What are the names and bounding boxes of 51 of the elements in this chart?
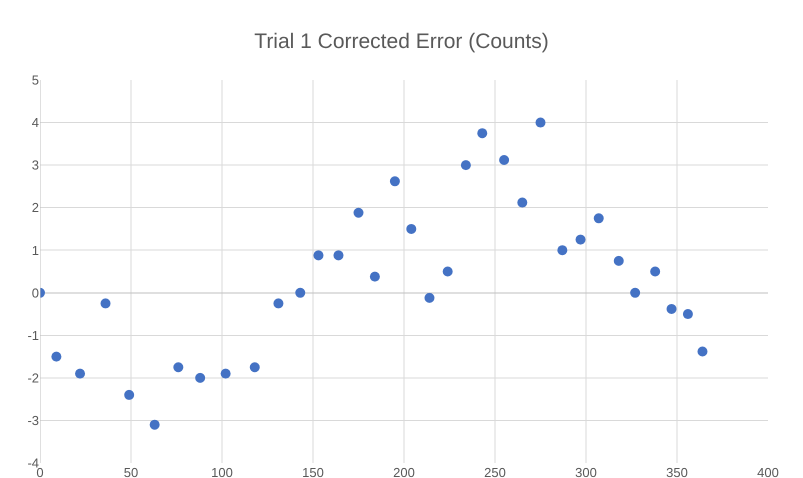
point: [536, 118, 546, 128]
y-tick-label: 5: [32, 72, 39, 88]
point: [390, 176, 400, 186]
point: [557, 245, 568, 256]
point: [370, 272, 380, 282]
point: [273, 298, 284, 308]
point: [630, 288, 640, 298]
point: [100, 298, 111, 308]
point: [442, 266, 453, 276]
point: [460, 160, 471, 170]
point: [666, 304, 677, 314]
point: [250, 362, 260, 372]
point: [614, 256, 624, 266]
y-tick-label: 0: [32, 285, 39, 300]
point: [354, 208, 364, 218]
point: [195, 372, 206, 383]
point: [682, 309, 693, 320]
point: [477, 128, 488, 138]
y-tick-label: -1: [27, 328, 39, 343]
point: [333, 250, 344, 260]
point: [697, 346, 708, 356]
point: [406, 224, 416, 234]
x-tick-label: 50: [124, 465, 138, 478]
x-tick-label: 300: [575, 465, 597, 478]
point: [173, 362, 184, 372]
point: [313, 250, 324, 260]
point: [650, 266, 660, 276]
point: [51, 352, 62, 362]
x-tick-label: 150: [302, 465, 324, 478]
point: [75, 368, 86, 379]
y-tick-label: 4: [32, 115, 39, 130]
point: [150, 420, 160, 430]
point: [576, 234, 586, 245]
point: [295, 288, 306, 298]
y-tick-label: 2: [32, 200, 39, 216]
y-tick-label: 1: [32, 242, 39, 258]
point: [499, 155, 510, 165]
x-tick-label: 200: [393, 465, 415, 478]
x-tick-label: 100: [211, 465, 233, 478]
x-tick-label: 400: [757, 465, 779, 478]
y-tick-label: -2: [27, 370, 39, 386]
x-tick-label: 350: [666, 465, 688, 478]
point: [424, 292, 434, 303]
x-tick-label: 250: [484, 465, 506, 478]
point: [517, 198, 528, 208]
y-tick-label: -3: [27, 412, 39, 428]
chart-title: Trial 1 Corrected Error (Counts): [254, 30, 549, 54]
point: [594, 213, 604, 224]
point: [124, 390, 134, 400]
y-tick-label: 3: [32, 158, 39, 173]
point: [220, 368, 231, 379]
